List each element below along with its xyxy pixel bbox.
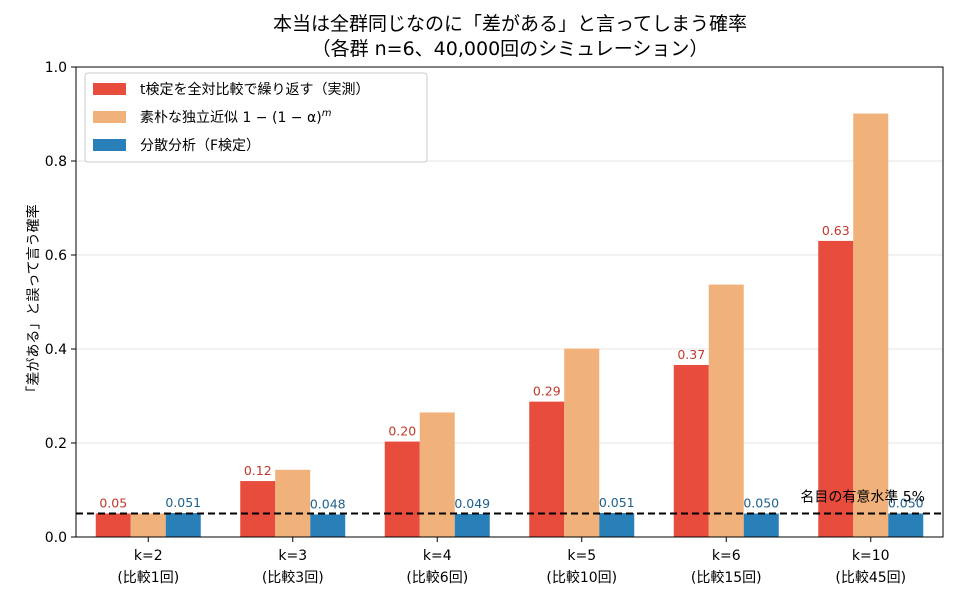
bars-layer: [95, 113, 924, 537]
bar-series1: [673, 364, 709, 537]
y-tick-label: 0.6: [45, 248, 67, 264]
bar-series2: [853, 113, 889, 537]
x-tick-label: (比較6回): [406, 570, 468, 586]
y-tick-label: 1.0: [45, 60, 67, 76]
plot-frame: [75, 66, 944, 538]
y-tick-label: 0.2: [45, 436, 67, 452]
bar-series1: [240, 481, 276, 537]
grid-layer: [76, 160, 943, 444]
bar-series2: [130, 513, 166, 537]
x-tick-label: k=5: [567, 548, 596, 564]
y-tick-label: 0.8: [45, 154, 67, 170]
x-tick-label: (比較10回): [546, 570, 617, 586]
x-tick-label: k=2: [134, 548, 163, 564]
chart-title: 本当は全群同じなのに「差がある」と言ってしまう確率: [273, 13, 747, 35]
bar-series3: [165, 513, 201, 537]
reference-line-label: 名目の有意水準 5%: [800, 489, 925, 506]
data-label: 0.20: [388, 424, 416, 439]
data-label: 0.050: [743, 496, 779, 511]
x-tick-label: k=10: [852, 548, 890, 564]
data-label: 0.050: [888, 496, 924, 511]
data-label: 0.63: [822, 223, 850, 238]
x-tick-label: (比較1回): [117, 570, 179, 586]
data-label: 0.37: [677, 347, 705, 362]
x-tick-label: k=4: [423, 548, 452, 564]
bar-series1: [818, 240, 854, 537]
bar-series1: [529, 401, 565, 537]
y-axis-label: 「差がある」と誤って言う確率: [25, 204, 42, 399]
legend-superscript: m: [322, 108, 332, 119]
x-tick-label: k=6: [712, 548, 741, 564]
data-label: 0.051: [599, 495, 635, 510]
legend-label-series2: 素朴な独立近似 1 − (1 − α)m: [140, 108, 332, 126]
x-tick-label: (比較3回): [262, 570, 324, 586]
legend-swatch-series1: [93, 83, 126, 95]
chart-subtitle: （各群 n=6、40,000回のシミュレーション）: [312, 38, 709, 60]
legend-swatch-series2: [93, 111, 126, 123]
data-label: 0.12: [244, 463, 272, 478]
data-label: 0.049: [454, 496, 490, 511]
bar-series2: [419, 412, 455, 537]
data-label: 0.048: [310, 496, 346, 511]
data-label: 0.29: [533, 384, 561, 399]
axes-layer: k=2 (比較1回) k=3 (比較3回) k=4 (比較6回) k=5 (比較10回) k=6…: [45, 60, 944, 586]
y-tick-label: 0.0: [45, 530, 67, 546]
x-tick-label: k=3: [278, 548, 307, 564]
x-tick-label: (比較15回): [691, 570, 762, 586]
bar-series3: [599, 513, 635, 537]
data-label: 0.05: [99, 496, 127, 511]
bar-series3: [888, 513, 924, 537]
bar-series1: [384, 441, 420, 537]
bar-series2: [564, 348, 600, 537]
reference-line-layer: 名目の有意水準 5%: [76, 489, 943, 515]
data-labels-layer: 0.05 0.051 0.12 0.048 0.20 0.049 0.29 0.051 0.37…: [99, 223, 923, 512]
legend-box: [84, 72, 428, 163]
bar-series3: [310, 514, 346, 537]
legend-label-series3: 分散分析（F検定）: [140, 138, 260, 154]
data-label: 0.051: [165, 495, 201, 510]
legend-swatch-series3: [93, 139, 126, 151]
bar-series2: [275, 469, 311, 537]
legend-label-series1: t検定を全対比較で繰り返す（実測）: [140, 81, 370, 98]
x-tick-label: (比較45回): [835, 570, 906, 586]
bar-series3: [454, 513, 490, 537]
bar-series1: [95, 513, 131, 537]
bar-series2: [708, 284, 744, 537]
y-tick-label: 0.4: [45, 342, 67, 358]
bar-series3: [743, 513, 779, 537]
legend: t検定を全対比較で繰り返す（実測） 素朴な独立近似 1 − (1 − α)m 分散分…: [84, 72, 428, 163]
